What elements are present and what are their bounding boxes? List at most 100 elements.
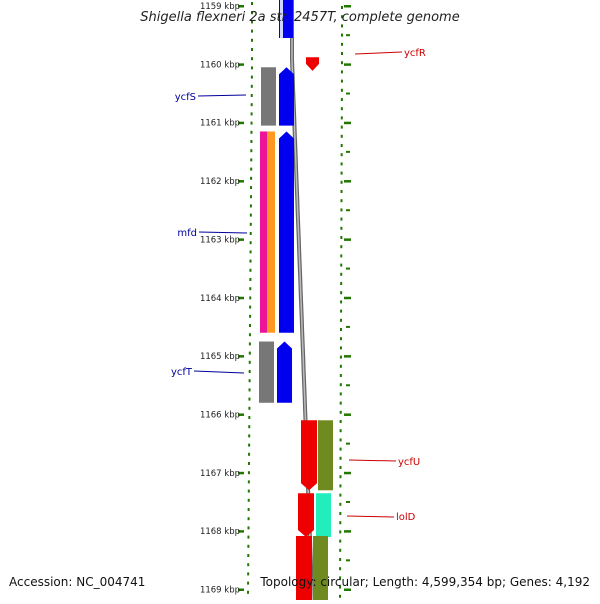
genome-summary: Topology: circular; Length: 4,599,354 bp… [260, 575, 590, 589]
guide-dot-left [249, 259, 252, 263]
guide-dot-left [249, 241, 252, 245]
guide-dot-left [249, 305, 252, 309]
guide-dot-left [251, 29, 253, 33]
guide-dot-right [339, 447, 342, 451]
guide-dot-right [339, 466, 342, 469]
guide-dot-right [341, 52, 343, 55]
guide-dot-left [250, 66, 253, 70]
gene-label-ycfR: ycfR [404, 48, 426, 59]
guide-dot-left [251, 2, 253, 5]
guide-dot-right [340, 199, 343, 203]
gene-arrow-ycfR [306, 57, 319, 71]
scale-tick-left [238, 588, 244, 591]
gene-arrow-bottom-fragment [296, 536, 312, 600]
scale-tick-left [238, 530, 244, 533]
guide-dot-left [250, 121, 253, 125]
scale-label: 1166 kbp [200, 410, 240, 420]
guide-dot-left [247, 517, 250, 521]
scale-tick-right [344, 588, 351, 591]
guide-dot-left [247, 544, 250, 548]
gene-label-ycfT: ycfT [171, 367, 193, 378]
scale-tick-right [344, 121, 351, 125]
guide-dot-right [340, 153, 343, 157]
scale-tick-left [238, 180, 244, 183]
guide-dot-left [248, 397, 251, 401]
guide-dot-left [247, 498, 250, 502]
guide-dot-right [339, 594, 342, 598]
scale-tick-left [238, 471, 244, 475]
guide-dot-left [250, 158, 253, 162]
guide-dot-right [339, 502, 342, 506]
guide-dot-left [251, 11, 253, 15]
guide-dot-left [250, 84, 253, 88]
scale-label: 1169 kbp [200, 586, 240, 596]
guide-dot-right [339, 530, 342, 534]
guide-dot-left [249, 268, 252, 272]
scale-minor-tick [346, 267, 350, 270]
scale-tick-right [344, 296, 351, 300]
guide-dot-left [250, 140, 253, 143]
gene-arrow-top-fragment-highlight [280, 0, 283, 38]
guide-dot-left [250, 186, 253, 189]
guide-dot-right [340, 272, 343, 276]
guide-dot-left [247, 489, 250, 493]
guide-dot-left [247, 554, 250, 557]
guide-dot-left [250, 167, 253, 171]
scale-tick-left [238, 413, 244, 416]
guide-dot-left [248, 333, 251, 337]
guide-dot-right [340, 300, 343, 304]
guide-dot-left [250, 75, 253, 79]
scale-tick-left [238, 63, 244, 66]
scale-tick-left [238, 121, 244, 125]
guide-dot-left [251, 48, 253, 51]
cog-bar-ycfU [318, 420, 333, 491]
scale-label: 1159 kbp [200, 2, 240, 12]
guide-dot-right [340, 79, 343, 83]
guide-dot-right [339, 410, 342, 414]
cog-bar-mfd-magenta [260, 131, 267, 333]
gene-arrow-mfd [279, 131, 294, 333]
guide-dot-right [340, 116, 343, 120]
guide-dot-right [339, 576, 342, 580]
accession-label: Accession: NC_004741 [9, 575, 146, 589]
guide-dot-right [339, 337, 342, 341]
guide-dot-left [251, 57, 253, 61]
guide-dot-right [340, 291, 343, 295]
scale-minor-tick [346, 384, 350, 387]
guide-dot-right [339, 438, 342, 442]
guide-dot-left [248, 388, 251, 392]
guide-dot-left [247, 535, 250, 539]
guide-dot-left [248, 342, 251, 346]
guide-dot-right [340, 282, 343, 285]
guide-dot-right [339, 493, 342, 497]
guide-dot-left [249, 204, 252, 208]
guide-dot-left [247, 590, 250, 594]
scale-tick-right [344, 180, 351, 183]
gene-label-mfd: mfd [177, 228, 197, 239]
guide-dot-right [339, 401, 342, 405]
guide-dot-left [248, 351, 251, 355]
guide-dot-right [340, 236, 343, 239]
guide-dot-right [340, 180, 343, 184]
scale-tick-right [344, 238, 351, 241]
guide-dot-right [341, 61, 343, 65]
scale-minor-tick [346, 325, 350, 328]
scale-label: 1168 kbp [200, 527, 240, 537]
guide-dot-left [250, 130, 253, 134]
guide-dot-right [341, 6, 343, 9]
guide-dot-right [339, 364, 342, 368]
gene-arrow-ycfS [279, 67, 294, 126]
scale-label: 1167 kbp [200, 469, 240, 479]
guide-dot-left [247, 563, 250, 567]
guide-dot-left [250, 149, 253, 153]
guide-dot-right [340, 98, 343, 101]
guide-dot-right [340, 107, 343, 111]
scale-minor-tick [346, 34, 350, 37]
scale-minor-tick [346, 500, 350, 503]
guide-dot-right [339, 429, 342, 433]
guide-dot-left [249, 278, 252, 281]
guide-dot-left [248, 434, 251, 438]
guide-dot-left [250, 176, 253, 180]
guide-dot-left [247, 581, 250, 585]
